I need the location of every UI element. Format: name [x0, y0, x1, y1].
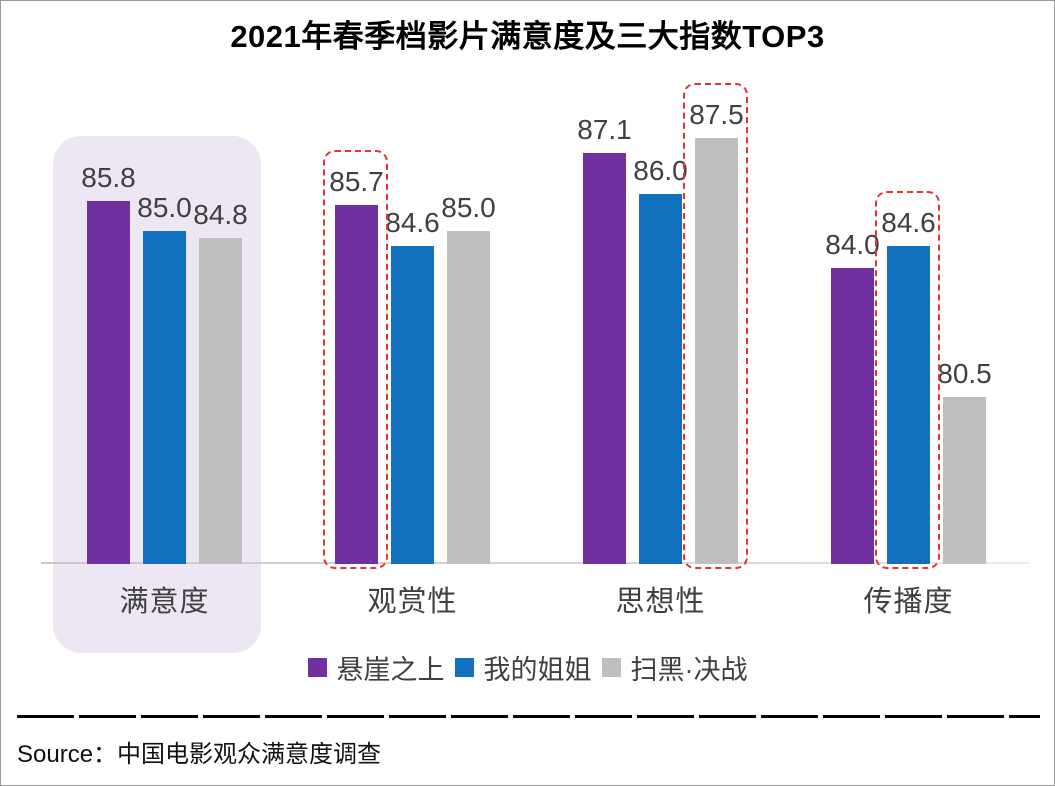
legend-label: 我的姐姐 — [483, 654, 592, 685]
value-label: 86.0 — [633, 155, 688, 186]
bar-扫黑·决战-观赏性 — [447, 231, 490, 564]
bar-我的姐姐-思想性 — [639, 194, 682, 564]
value-label: 84.8 — [193, 199, 248, 230]
value-label: 85.8 — [81, 162, 136, 193]
value-label: 84.6 — [385, 207, 440, 238]
x-axis-line — [41, 562, 1029, 564]
bar-悬崖之上-思想性 — [583, 153, 626, 564]
legend-swatch-扫黑·决战 — [601, 657, 621, 677]
value-label: 85.7 — [329, 166, 384, 197]
category-label: 传播度 — [863, 586, 954, 618]
chart-title: 2021年春季档影片满意度及三大指数TOP3 — [230, 19, 825, 54]
value-label: 87.5 — [689, 99, 744, 130]
bar-我的姐姐-满意度 — [143, 231, 186, 564]
legend-swatch-我的姐姐 — [454, 657, 474, 677]
bar-chart: 满意度 85.8 85.0 84.8 观赏性 85.7 84.6 85.0 思想性 87.1 86.… — [1, 1, 1054, 661]
legend-item: 我的姐姐 — [454, 648, 592, 687]
legend-label: 悬崖之上 — [336, 654, 445, 685]
value-label: 84.6 — [881, 207, 936, 238]
bar-我的姐姐-观赏性 — [391, 246, 434, 564]
legend-label: 扫黑·决战 — [630, 654, 748, 685]
legend-swatch-悬崖之上 — [307, 657, 327, 677]
category-label: 观赏性 — [367, 586, 458, 618]
top-bar-highlight-box — [323, 150, 388, 569]
legend-item: 扫黑·决战 — [601, 648, 748, 687]
value-label: 80.5 — [937, 358, 992, 389]
footer-divider — [17, 715, 1040, 718]
category-label: 满意度 — [119, 586, 210, 618]
value-label: 85.0 — [137, 192, 192, 223]
top-bar-highlight-box — [875, 191, 940, 569]
bar-扫黑·决战-传播度 — [943, 397, 986, 564]
bar-悬崖之上-满意度 — [87, 201, 130, 564]
legend-item: 悬崖之上 — [307, 648, 445, 687]
value-label: 85.0 — [441, 192, 496, 223]
bar-我的姐姐-传播度 — [887, 246, 930, 564]
bar-悬崖之上-观赏性 — [335, 205, 378, 564]
bar-扫黑·决战-满意度 — [199, 238, 242, 564]
top-bar-highlight-box — [683, 83, 748, 569]
source-text: Source：中国电影观众满意度调查 — [17, 741, 382, 768]
value-label: 87.1 — [577, 114, 632, 145]
bar-悬崖之上-传播度 — [831, 268, 874, 564]
category-label: 思想性 — [615, 586, 706, 618]
bar-扫黑·决战-思想性 — [695, 138, 738, 564]
chart-legend: 悬崖之上 我的姐姐 扫黑·决战 — [1, 649, 1054, 685]
value-label: 84.0 — [825, 229, 880, 260]
